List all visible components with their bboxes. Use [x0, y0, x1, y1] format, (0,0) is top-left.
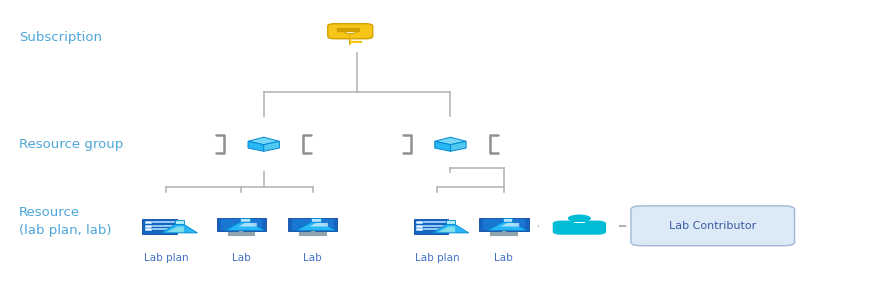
FancyBboxPatch shape [240, 218, 250, 222]
FancyBboxPatch shape [145, 225, 151, 227]
Polygon shape [161, 224, 197, 233]
FancyBboxPatch shape [416, 221, 422, 223]
Text: Resource group: Resource group [19, 138, 123, 151]
Polygon shape [438, 226, 455, 232]
Circle shape [343, 29, 357, 34]
Polygon shape [500, 223, 519, 226]
Polygon shape [226, 222, 265, 230]
FancyBboxPatch shape [327, 24, 373, 39]
FancyBboxPatch shape [292, 219, 334, 230]
Text: Lab: Lab [232, 254, 251, 263]
Polygon shape [248, 137, 279, 145]
FancyBboxPatch shape [416, 225, 422, 227]
Polygon shape [450, 141, 467, 151]
FancyBboxPatch shape [414, 219, 448, 234]
Text: Lab plan: Lab plan [415, 254, 459, 263]
Polygon shape [296, 222, 335, 230]
Polygon shape [488, 222, 527, 230]
Polygon shape [434, 137, 467, 145]
Text: Subscription: Subscription [19, 31, 103, 44]
FancyBboxPatch shape [217, 218, 266, 231]
Polygon shape [167, 226, 184, 232]
FancyBboxPatch shape [145, 221, 151, 223]
Polygon shape [433, 224, 468, 233]
Polygon shape [310, 223, 328, 226]
FancyBboxPatch shape [145, 228, 151, 230]
FancyBboxPatch shape [479, 218, 529, 231]
FancyBboxPatch shape [311, 218, 321, 222]
Text: Lab: Lab [494, 254, 513, 263]
FancyBboxPatch shape [502, 218, 512, 222]
Polygon shape [238, 223, 257, 226]
FancyBboxPatch shape [574, 222, 585, 223]
Polygon shape [264, 141, 279, 151]
FancyBboxPatch shape [416, 228, 422, 230]
FancyBboxPatch shape [553, 220, 606, 235]
Text: Lab Contributor: Lab Contributor [669, 221, 756, 231]
FancyBboxPatch shape [447, 220, 455, 224]
FancyBboxPatch shape [631, 206, 795, 246]
Text: Lab plan: Lab plan [144, 254, 188, 263]
Text: Lab: Lab [303, 254, 322, 263]
FancyBboxPatch shape [143, 219, 177, 234]
Polygon shape [434, 141, 450, 151]
FancyBboxPatch shape [176, 220, 184, 224]
Circle shape [568, 214, 591, 222]
FancyBboxPatch shape [220, 219, 262, 230]
FancyBboxPatch shape [483, 219, 524, 230]
Text: Resource
(lab plan, lab): Resource (lab plan, lab) [19, 206, 112, 237]
FancyBboxPatch shape [288, 218, 337, 231]
Polygon shape [248, 141, 264, 151]
